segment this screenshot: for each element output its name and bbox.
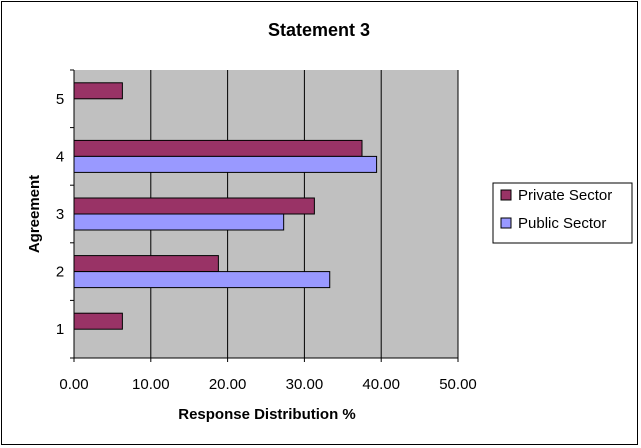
y-tick-label: 2 xyxy=(56,264,64,281)
legend: Private Sector Public Sector xyxy=(492,182,633,244)
bar-private-2 xyxy=(73,255,219,273)
bar-private-1 xyxy=(73,312,123,330)
y-axis-label: Agreement xyxy=(26,175,43,253)
legend-label-private: Private Sector xyxy=(518,187,612,204)
x-tick-label: 30.00 xyxy=(286,376,324,393)
x-tick-label: 20.00 xyxy=(209,376,247,393)
y-tick-label: 1 xyxy=(56,321,64,338)
y-tick-label: 3 xyxy=(56,206,64,223)
legend-swatch-private xyxy=(500,189,512,201)
bar-private-5 xyxy=(73,82,123,100)
bars xyxy=(73,82,378,330)
x-tick-label: 40.00 xyxy=(362,376,400,393)
chart-title: Statement 3 xyxy=(268,20,370,40)
legend-label-public: Public Sector xyxy=(518,215,606,232)
bar-public-3 xyxy=(73,213,285,231)
x-tick-label: 50.00 xyxy=(439,376,477,393)
x-axis-label: Response Distribution % xyxy=(178,406,356,423)
bar-private-3 xyxy=(73,197,315,215)
bar-public-4 xyxy=(73,155,378,173)
bar-public-2 xyxy=(73,271,331,289)
axes xyxy=(70,69,459,362)
x-tick-label: 0.00 xyxy=(59,376,88,393)
bar-private-4 xyxy=(73,139,363,157)
legend-swatch-public xyxy=(500,217,512,229)
y-tick-labels: 1 2 3 4 5 xyxy=(56,91,64,338)
y-tick-label: 5 xyxy=(56,91,64,108)
legend-box xyxy=(492,182,633,244)
x-tick-label: 10.00 xyxy=(132,376,170,393)
x-tick-labels: 0.00 10.00 20.00 30.00 40.00 50.00 xyxy=(59,376,476,393)
y-tick-label: 4 xyxy=(56,148,64,165)
